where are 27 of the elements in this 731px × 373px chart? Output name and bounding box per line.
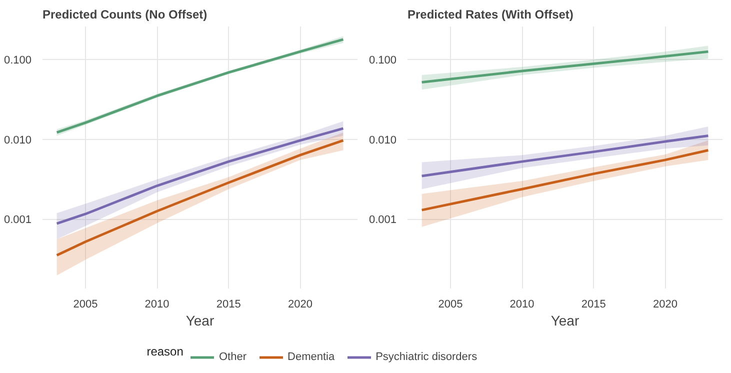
legend-label: Psychiatric disorders [376, 351, 478, 363]
chart-title: Predicted Counts (No Offset) [42, 8, 208, 22]
legend-title: reason [146, 344, 184, 358]
y-tick-label: 0.001 [4, 214, 32, 226]
x-axis-title: Year [186, 312, 214, 328]
x-tick-label: 2020 [288, 298, 312, 310]
x-tick-label: 2005 [73, 298, 98, 310]
y-tick-label: 0.100 [368, 54, 397, 67]
x-tick-label: 2010 [144, 298, 170, 310]
x-tick-label: 2005 [438, 298, 463, 310]
chart-title: Predicted Rates (With Offset) [408, 8, 574, 22]
y-tick-label: 0.010 [368, 134, 397, 146]
x-tick-label: 2015 [216, 298, 241, 310]
legend-label: Dementia [288, 351, 335, 363]
line-series [56, 127, 344, 225]
x-tick-label: 2010 [510, 298, 534, 310]
line-series [420, 134, 710, 178]
legend-label: Other [219, 351, 247, 363]
line-series [420, 50, 710, 84]
line-series [56, 139, 344, 257]
x-tick-label: 2020 [652, 298, 678, 310]
x-tick-label: 2015 [581, 298, 606, 310]
x-axis-title: Year [550, 312, 580, 328]
y-tick-label: 0.001 [368, 214, 397, 226]
y-tick-label: 0.100 [4, 54, 32, 67]
line-series [420, 149, 710, 212]
y-tick-label: 0.010 [4, 134, 32, 146]
